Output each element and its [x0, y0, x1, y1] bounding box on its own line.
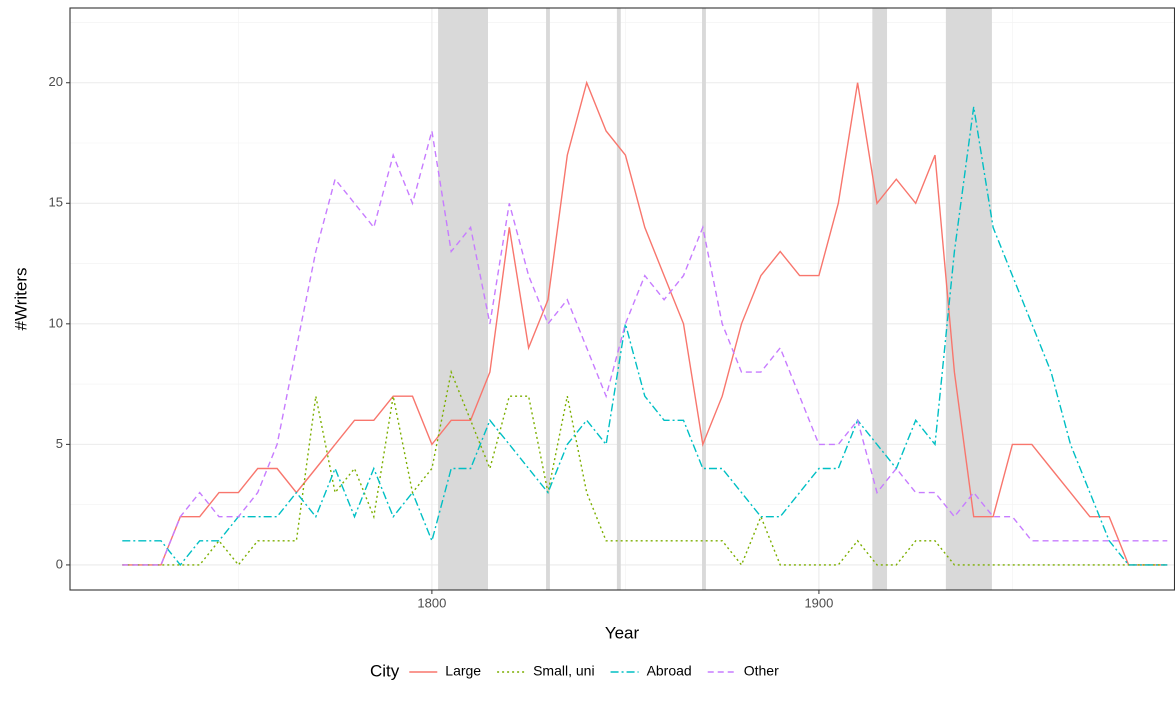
- x-axis-title: Year: [605, 623, 640, 642]
- plot-panel: [70, 8, 1175, 590]
- shaded-period: [702, 8, 706, 590]
- data-line: [122, 130, 1168, 566]
- shaded-period: [945, 8, 992, 590]
- legend-label: Small, uni: [533, 663, 594, 679]
- data-line: [122, 369, 1168, 567]
- shaded-period: [616, 8, 621, 590]
- legend-label: Large: [445, 663, 481, 679]
- legend-title: City: [370, 661, 400, 680]
- legend-label: Abroad: [647, 663, 692, 679]
- y-tick-label: 20: [49, 74, 63, 89]
- x-tick-label: 1800: [417, 595, 446, 610]
- shaded-period: [438, 8, 489, 590]
- data-line: [122, 106, 1168, 567]
- y-tick-label: 10: [49, 315, 63, 330]
- panel-border: [69, 7, 1175, 591]
- y-tick-label: 5: [56, 436, 63, 451]
- y-tick-label: 15: [49, 195, 63, 210]
- y-tick-label: 0: [56, 556, 63, 571]
- x-tick-label: 1900: [804, 595, 833, 610]
- shaded-period: [872, 8, 888, 590]
- legend-label: Other: [744, 663, 779, 679]
- y-axis-title: #Writers: [11, 268, 30, 331]
